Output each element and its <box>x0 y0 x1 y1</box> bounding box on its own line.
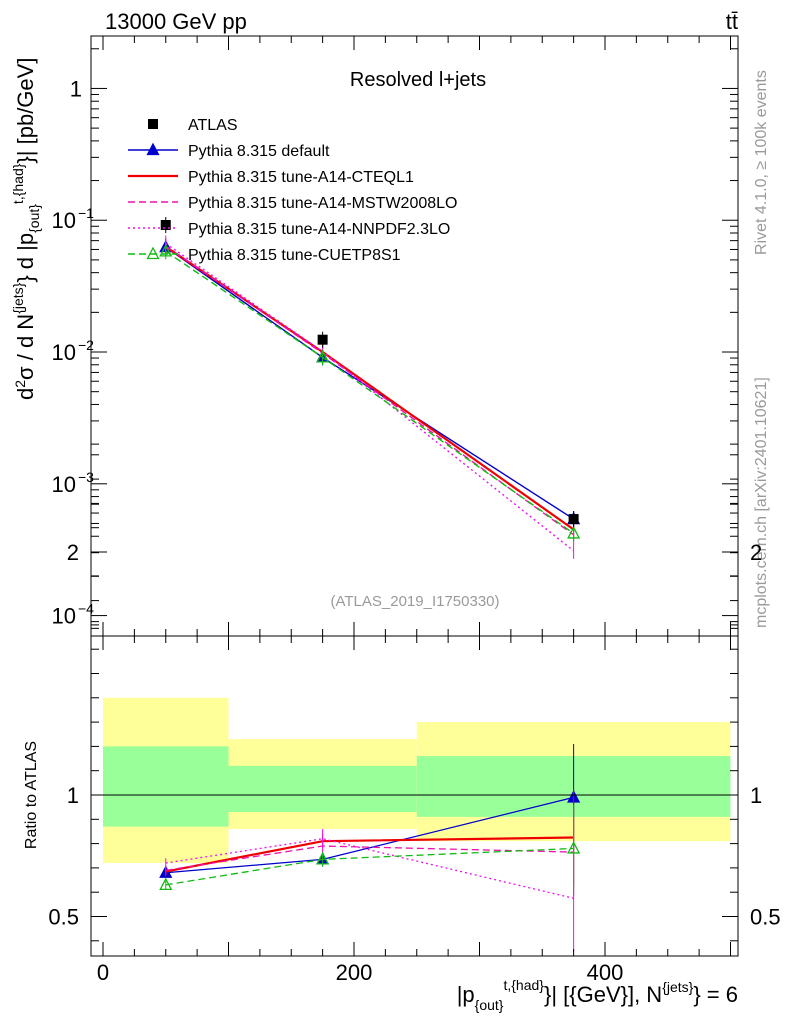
y-tick-exponent: −2 <box>78 337 94 353</box>
ratio-uncertainty-bands <box>103 697 731 864</box>
y-tick-label: 1 <box>70 76 82 101</box>
y-tick-exponent: −4 <box>78 601 94 617</box>
ratio-y-tick-label-left: 1 <box>67 783 79 808</box>
main-series-marker <box>567 526 581 539</box>
ratio-panel: 0 200 400 2 2 1 1 0.5 0.5 Ratio to ATLAS |p{out}… <box>23 454 781 1013</box>
legend: ATLAS Pythia 8.315 default Pythia 8.315 tu… <box>128 117 457 264</box>
ratio-series-marker <box>159 877 173 891</box>
y-tick-exponent: −1 <box>78 205 94 221</box>
legend-marker <box>146 142 160 156</box>
y-label-jets: {jets} <box>10 282 26 313</box>
ratio-series <box>159 743 581 952</box>
legend-marker <box>146 246 160 260</box>
y-label-d: d <box>13 388 38 400</box>
legend-atlas-marker <box>148 119 158 129</box>
y-tick-label: 10 <box>52 208 76 233</box>
atlas-data-point <box>160 220 171 231</box>
ratio-y-tick-label-right: 0.5 <box>750 905 781 930</box>
ratio-y-tick-label-left: 2 <box>67 540 79 565</box>
ratio-series-marker <box>316 851 330 865</box>
x-tick-label: 200 <box>336 960 373 985</box>
y-label-out: {out} <box>26 204 42 233</box>
x-label-out: {out} <box>475 997 504 1013</box>
analysis-watermark: (ATLAS_2019_I1750330) <box>330 593 499 610</box>
y-tick-label: 10 <box>52 472 76 497</box>
main-series-marker <box>316 350 330 363</box>
ratio-series-line <box>165 838 574 899</box>
y-label-thad: t,{had} <box>10 163 26 204</box>
main-x-ticks <box>102 36 731 636</box>
legend-label: Pythia 8.315 tune-A14-MSTW2008LO <box>188 195 457 212</box>
ratio-axes: 0 200 400 2 2 1 1 0.5 0.5 <box>48 454 781 985</box>
y-label-sigma: σ / d N <box>13 314 38 380</box>
legend-label: Pythia 8.315 tune-A14-NNPDF2.3LO <box>188 221 450 238</box>
atlas-data-point <box>568 514 579 525</box>
x-tick-label: 0 <box>97 960 109 985</box>
main-panel: Resolved l+jets (ATLAS_2019_I1750330) d2… <box>10 35 739 637</box>
ratio-frame <box>90 635 739 957</box>
y-tick-exponent: −3 <box>78 469 94 485</box>
mcplots-label: mcplots.cern.ch [arXiv:2401.10621] <box>753 377 770 628</box>
rivet-label: Rivet 4.1.0, ≥ 100k events <box>753 70 770 255</box>
collision-label: 13000 GeV pp <box>105 9 247 34</box>
x-tick-label: 400 <box>587 960 624 985</box>
ratio-y-label: Ratio to ATLAS <box>23 741 40 849</box>
main-series-line <box>165 250 575 535</box>
legend-label: Pythia 8.315 default <box>188 143 330 160</box>
y-label-dp: } d |p <box>13 233 38 283</box>
y-label-unit: }| [pb/GeV] <box>13 58 38 164</box>
y-tick-label: 10 <box>52 340 76 365</box>
x-label-gev: }| [{GeV}], N <box>544 982 662 1007</box>
ratio-series-marker <box>567 841 581 854</box>
main-series-marker <box>159 244 173 257</box>
ratio-y-tick-label-left: 0.5 <box>48 905 79 930</box>
legend-label: Pythia 8.315 tune-A14-CTEQL1 <box>188 169 414 186</box>
ratio-y-tick-label-right: 1 <box>750 783 762 808</box>
y-tick-label: 10 <box>52 604 76 629</box>
x-label-eq: } = 6 <box>693 982 738 1007</box>
main-y-axis: 110−110−210−310−4 <box>52 48 738 637</box>
x-label-p: |p <box>457 982 475 1007</box>
legend-atlas-label: ATLAS <box>188 117 238 134</box>
ratio-y-tick-label-right: 2 <box>750 540 762 565</box>
main-y-label: d2σ / d N{jets}} d |p{out}t,{had}}| [pb/… <box>10 58 42 400</box>
process-label: tt̄ <box>726 9 738 34</box>
x-label-thad: t,{had} <box>503 977 544 993</box>
legend-label: Pythia 8.315 tune-CUETP8S1 <box>188 247 401 264</box>
y-label-sup2: 2 <box>12 380 28 388</box>
plot-title: Resolved l+jets <box>350 69 486 91</box>
ratio-band-green <box>228 765 417 813</box>
x-axis-label: |p{out} t,{had}}| [{GeV}], N{jets}} = 6 <box>457 977 738 1013</box>
main-series <box>159 235 581 559</box>
ratio-band-green <box>103 746 229 827</box>
x-label-jets: {jets} <box>662 979 693 995</box>
atlas-data-point <box>317 334 328 345</box>
atlas-data-points <box>160 217 579 528</box>
